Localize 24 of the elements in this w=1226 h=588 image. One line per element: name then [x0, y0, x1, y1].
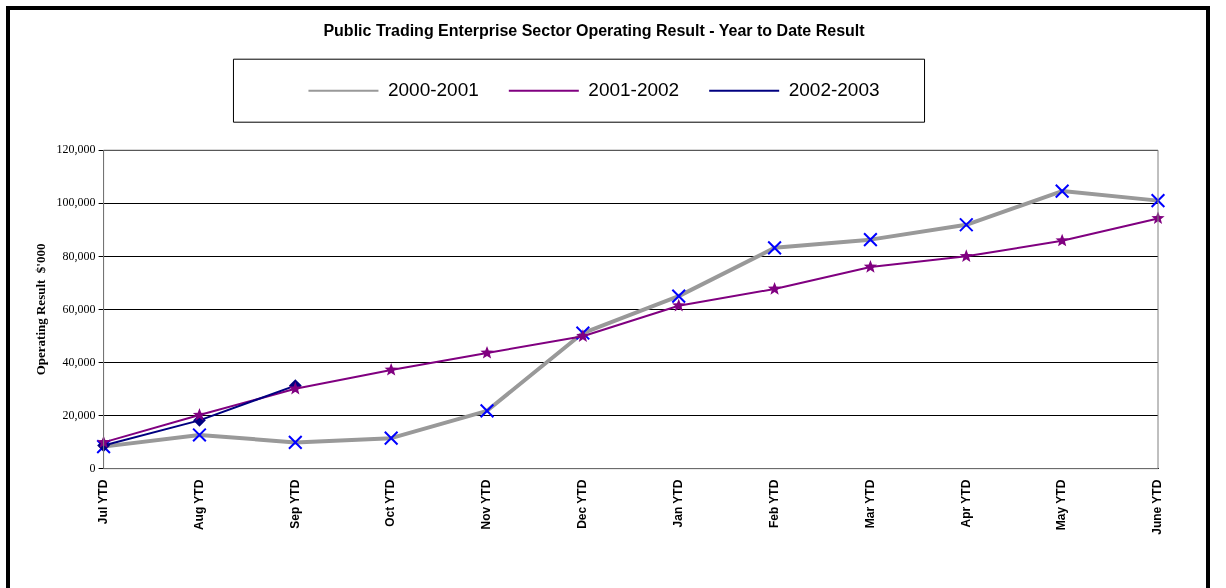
x-tick-label: Oct YTD [383, 479, 398, 527]
legend-label: 2000-2001 [387, 78, 479, 100]
y-tick-label: 40,000 [62, 354, 96, 369]
x-tick-label: Apr YTD [958, 479, 973, 528]
legend-label: 2001-2002 [588, 78, 680, 100]
x-tick-label: Dec YTD [575, 479, 590, 529]
x-tick-label: Mar YTD [862, 479, 877, 529]
chart-title: Public Trading Enterprise Sector Operating Result - Year to Date Result [323, 22, 866, 40]
x-tick-label: Jan YTD [671, 479, 686, 528]
y-axis-title: Operating Result $'000 [33, 243, 49, 376]
y-tick-label: 80,000 [62, 248, 96, 263]
y-tick-label: 60,000 [62, 301, 96, 316]
y-tick-label: 120,000 [56, 142, 96, 157]
x-tick-label: Aug YTD [191, 479, 206, 531]
legend-label: 2002-2003 [788, 78, 880, 100]
y-tick-label: 20,000 [62, 407, 96, 422]
y-tick-label: 100,000 [56, 195, 96, 210]
y-tick-label: 0 [89, 460, 96, 475]
x-tick-label: Sep YTD [287, 479, 302, 529]
x-tick-label: Jul YTD [95, 479, 110, 525]
x-tick-label: Feb YTD [766, 479, 781, 529]
x-tick-label: May YTD [1054, 479, 1069, 531]
x-tick-label: June YTD [1150, 479, 1165, 535]
x-tick-label: Nov YTD [479, 479, 494, 530]
